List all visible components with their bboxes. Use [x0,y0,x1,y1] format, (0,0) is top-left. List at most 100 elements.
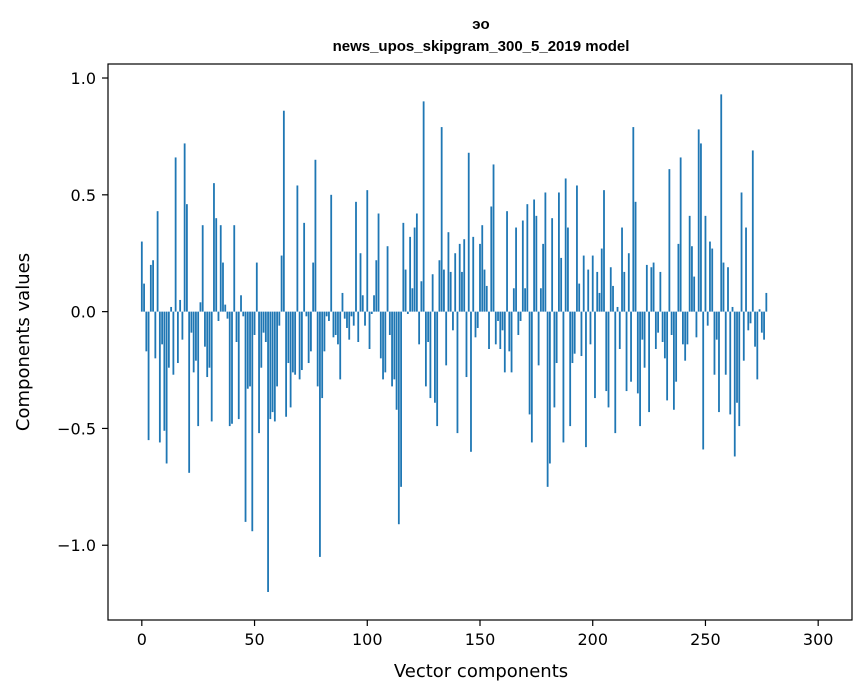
bar-277 [765,292,768,312]
bar-48 [249,311,251,387]
y-axis-label: Components values [13,253,34,431]
bar-260 [727,267,729,312]
bar-148 [474,311,477,338]
y-tick-label: 1.0 [71,69,96,88]
bar-131 [436,311,439,427]
bar-196 [582,255,585,312]
bar-139 [454,253,457,312]
bar-92 [348,311,351,340]
bar-81 [323,311,326,352]
bar-249 [702,311,705,450]
bar-28 [204,311,206,347]
bar-175 [535,215,538,312]
bar-192 [573,311,576,354]
bar-117 [404,269,407,312]
bar-27 [201,225,204,312]
bar-273 [756,311,759,380]
bar-216 [627,253,630,312]
bar-3 [147,311,150,441]
bar-166 [515,227,517,312]
bar-58 [271,311,274,413]
bar-222 [641,311,644,340]
bar-44 [240,295,242,312]
bar-105 [377,213,380,312]
bar-154 [488,311,490,350]
bar-50 [253,311,256,335]
bar-262 [731,306,734,312]
bar-54 [262,311,265,333]
bar-49 [251,311,254,532]
bar-47 [246,311,249,389]
bar-35 [219,225,222,312]
bar-65 [287,311,290,364]
bar-37 [224,304,227,312]
bar-203 [598,292,601,312]
bar-12 [167,311,170,368]
bar-137 [449,271,452,312]
bar-130 [434,311,436,403]
bar-187 [562,311,565,443]
bar-201 [594,311,596,399]
bar-24 [195,311,197,361]
bar-135 [445,311,448,366]
bar-32 [213,183,215,312]
bar-227 [652,262,655,312]
bar-128 [429,311,432,399]
x-tick-label: 150 [465,630,496,649]
bar-247 [697,129,700,312]
bar-73 [305,311,308,317]
bar-230 [659,271,662,312]
bar-191 [571,311,574,364]
bar-45 [242,311,245,317]
bar-169 [521,220,524,312]
bar-26 [199,302,202,312]
bar-85 [332,311,335,338]
bar-88 [339,311,342,380]
bar-167 [517,311,520,335]
bar-63 [282,110,285,312]
bar-80 [321,311,324,399]
bar-253 [711,248,714,312]
bar-176 [537,311,540,366]
bar-15 [174,157,177,312]
bar-136 [447,232,450,312]
bar-97 [359,253,362,312]
bar-138 [452,311,454,331]
bar-179 [544,192,547,312]
bar-125 [422,101,425,312]
bar-132 [438,260,441,312]
bar-113 [395,311,398,410]
bar-31 [210,311,213,422]
bar-274 [758,309,761,312]
bar-57 [269,311,272,420]
bar-100 [366,190,369,312]
bar-213 [621,227,623,312]
bar-220 [636,311,639,394]
bar-42 [235,311,238,342]
bar-248 [700,143,702,312]
bar-237 [675,311,678,382]
bar-141 [458,243,461,312]
bar-197 [585,311,587,448]
bar-189 [567,227,569,312]
bar-19 [183,143,186,312]
bar-61 [278,311,281,326]
bar-243 [688,215,691,312]
bar-182 [551,218,554,312]
bar-129 [431,274,434,312]
bar-66 [289,311,292,408]
bar-79 [319,311,321,557]
bar-241 [684,311,687,361]
bar-204 [600,248,603,312]
bar-17 [179,299,182,312]
bar-211 [616,306,619,312]
bar-22 [190,311,193,333]
bar-5 [152,260,154,312]
bar-207 [607,311,610,408]
bar-140 [456,311,459,434]
bar-258 [722,262,725,312]
bar-34 [217,311,220,321]
bar-13 [170,306,173,312]
bar-200 [591,255,594,312]
bar-76 [312,262,315,312]
